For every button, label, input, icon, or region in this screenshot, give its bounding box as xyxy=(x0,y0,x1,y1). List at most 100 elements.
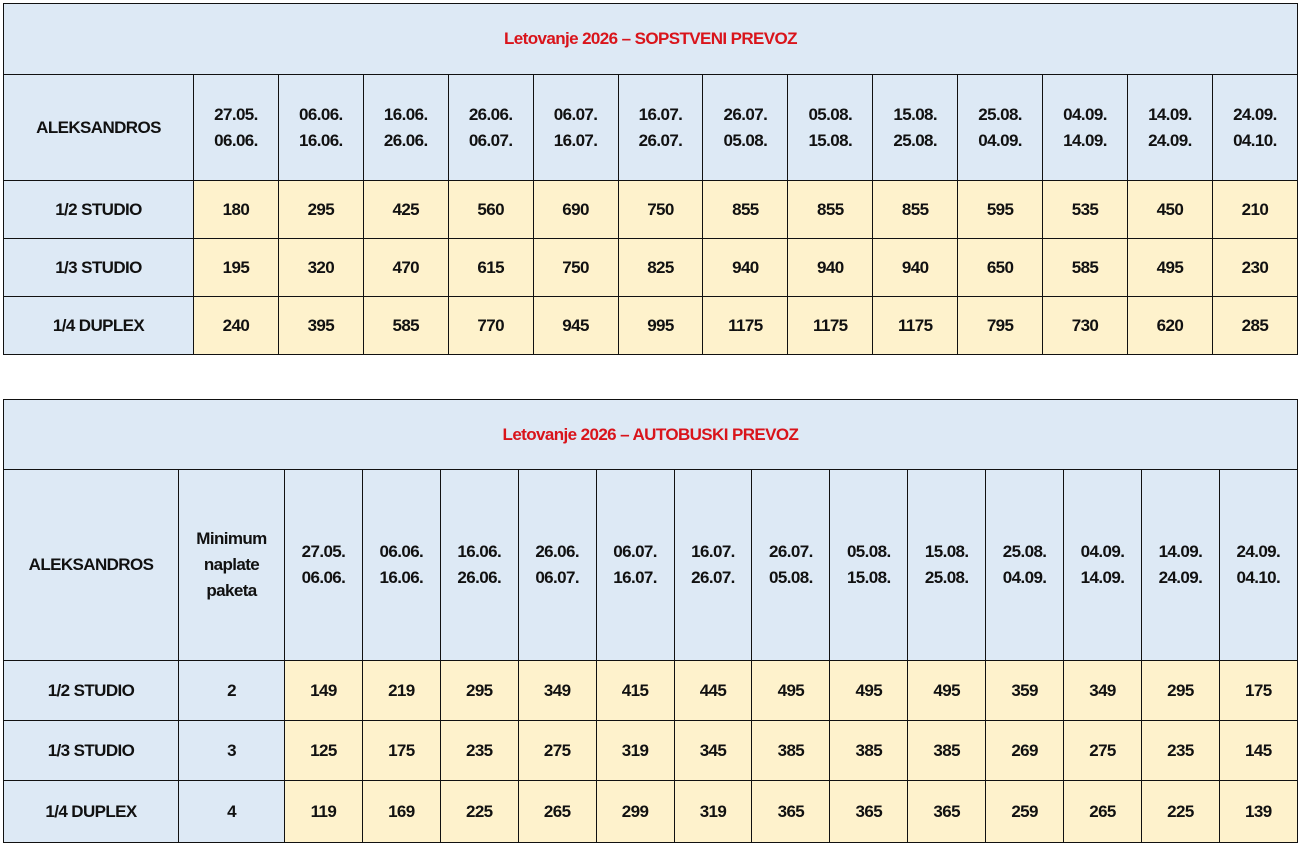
min-payment: 2 xyxy=(178,660,285,721)
price-cell: 119 xyxy=(284,780,363,843)
period-header: 26.06. 06.07. xyxy=(517,469,597,661)
price-cell: 495 xyxy=(751,660,831,721)
price-cell: 445 xyxy=(673,660,753,721)
price-cell: 615 xyxy=(447,238,534,297)
period-header: 25.08. 04.09. xyxy=(985,469,1065,661)
price-cell: 650 xyxy=(957,238,1044,297)
price-cell: 139 xyxy=(1218,780,1298,843)
period-header: 06.07. 16.07. xyxy=(595,469,675,661)
price-cell: 275 xyxy=(1063,720,1142,781)
price-cell: 169 xyxy=(361,780,441,843)
table-title: Letovanje 2026 – AUTOBUSKI PREVOZ xyxy=(3,399,1298,470)
period-header: 24.09. 04.10. xyxy=(1211,74,1298,181)
price-cell: 620 xyxy=(1126,296,1213,355)
price-cell: 940 xyxy=(872,238,959,297)
price-cell: 195 xyxy=(193,238,279,297)
price-cell: 995 xyxy=(617,296,704,355)
period-header: 06.06. 16.06. xyxy=(361,469,441,661)
price-cell: 175 xyxy=(361,720,441,781)
price-cell: 495 xyxy=(1126,238,1213,297)
table-row: 1/4 DUPLEX 4 119 169 225 265 299 319 365 365 365 25… xyxy=(3,780,1298,843)
period-header: 06.06. 16.06. xyxy=(277,74,364,181)
price-cell: 795 xyxy=(957,296,1044,355)
price-cell: 365 xyxy=(829,780,909,843)
price-cell: 295 xyxy=(1140,660,1220,721)
price-cell: 219 xyxy=(361,660,441,721)
price-cell: 265 xyxy=(1063,780,1142,843)
price-cell: 359 xyxy=(985,660,1065,721)
price-cell: 235 xyxy=(439,720,519,781)
price-cell: 230 xyxy=(1211,238,1298,297)
price-cell: 1175 xyxy=(872,296,959,355)
period-header: 16.07. 26.07. xyxy=(673,469,753,661)
price-cell: 855 xyxy=(872,180,959,239)
price-cell: 385 xyxy=(907,720,987,781)
price-cell: 225 xyxy=(1140,780,1220,843)
price-cell: 269 xyxy=(985,720,1065,781)
price-table-own-transport: Letovanje 2026 – SOPSTVENI PREVOZ ALEKSAN… xyxy=(3,3,1298,355)
table-title: Letovanje 2026 – SOPSTVENI PREVOZ xyxy=(3,3,1298,75)
price-cell: 750 xyxy=(617,180,704,239)
table-row: 1/3 STUDIO 195 320 470 615 750 825 940 940 940 650… xyxy=(3,238,1298,297)
period-header: 15.08. 25.08. xyxy=(872,74,959,181)
price-cell: 585 xyxy=(1042,238,1128,297)
room-type: 1/2 STUDIO xyxy=(3,180,194,239)
price-cell: 299 xyxy=(595,780,675,843)
table-row: 1/2 STUDIO 2 149 219 295 349 415 445 495 495 495 35… xyxy=(3,660,1298,721)
price-cell: 825 xyxy=(617,238,704,297)
price-cell: 259 xyxy=(985,780,1065,843)
price-cell: 595 xyxy=(957,180,1044,239)
period-header: 24.09. 04.10. xyxy=(1218,469,1298,661)
period-header: 05.08. 15.08. xyxy=(787,74,874,181)
price-cell: 940 xyxy=(702,238,789,297)
period-header: 26.07. 05.08. xyxy=(751,469,831,661)
room-type: 1/3 STUDIO xyxy=(3,720,179,781)
price-cell: 349 xyxy=(517,660,597,721)
price-cell: 285 xyxy=(1211,296,1298,355)
price-cell: 125 xyxy=(284,720,363,781)
price-cell: 240 xyxy=(193,296,279,355)
period-header: 16.06. 26.06. xyxy=(439,469,519,661)
hotel-name: ALEKSANDROS xyxy=(3,469,179,661)
period-header: 06.07. 16.07. xyxy=(532,74,619,181)
price-cell: 425 xyxy=(362,180,449,239)
period-header: 04.09. 14.09. xyxy=(1042,74,1128,181)
price-cell: 415 xyxy=(595,660,675,721)
table-row: 1/3 STUDIO 3 125 175 235 275 319 345 385 385 385 26… xyxy=(3,720,1298,781)
period-header: 27.05. 06.06. xyxy=(284,469,363,661)
period-header: 04.09. 14.09. xyxy=(1063,469,1142,661)
price-cell: 770 xyxy=(447,296,534,355)
price-cell: 495 xyxy=(907,660,987,721)
period-header: 16.06. 26.06. xyxy=(362,74,449,181)
price-cell: 450 xyxy=(1126,180,1213,239)
price-cell: 210 xyxy=(1211,180,1298,239)
period-header: 27.05. 06.06. xyxy=(193,74,279,181)
price-cell: 395 xyxy=(277,296,364,355)
price-cell: 180 xyxy=(193,180,279,239)
price-cell: 1175 xyxy=(702,296,789,355)
table-row: 1/2 STUDIO 180 295 425 560 690 750 855 855 855 595… xyxy=(3,180,1298,239)
price-cell: 225 xyxy=(439,780,519,843)
price-cell: 470 xyxy=(362,238,449,297)
room-type: 1/2 STUDIO xyxy=(3,660,179,721)
price-cell: 585 xyxy=(362,296,449,355)
price-cell: 560 xyxy=(447,180,534,239)
price-cell: 730 xyxy=(1042,296,1128,355)
period-header: 14.09. 24.09. xyxy=(1140,469,1220,661)
price-cell: 175 xyxy=(1218,660,1298,721)
min-payment-header: Minimum naplate paketa xyxy=(178,469,285,661)
price-cell: 940 xyxy=(787,238,874,297)
price-cell: 319 xyxy=(595,720,675,781)
price-cell: 320 xyxy=(277,238,364,297)
period-header: 05.08. 15.08. xyxy=(829,469,909,661)
period-header: 26.07. 05.08. xyxy=(702,74,789,181)
price-cell: 855 xyxy=(702,180,789,239)
price-cell: 535 xyxy=(1042,180,1128,239)
table-row: 1/4 DUPLEX 240 395 585 770 945 995 1175 1175 1175… xyxy=(3,296,1298,355)
price-cell: 855 xyxy=(787,180,874,239)
price-cell: 1175 xyxy=(787,296,874,355)
price-cell: 295 xyxy=(439,660,519,721)
period-header: 25.08. 04.09. xyxy=(957,74,1044,181)
period-header: 14.09. 24.09. xyxy=(1126,74,1213,181)
price-table-bus-transport: Letovanje 2026 – AUTOBUSKI PREVOZ ALEKSAN… xyxy=(3,399,1298,843)
